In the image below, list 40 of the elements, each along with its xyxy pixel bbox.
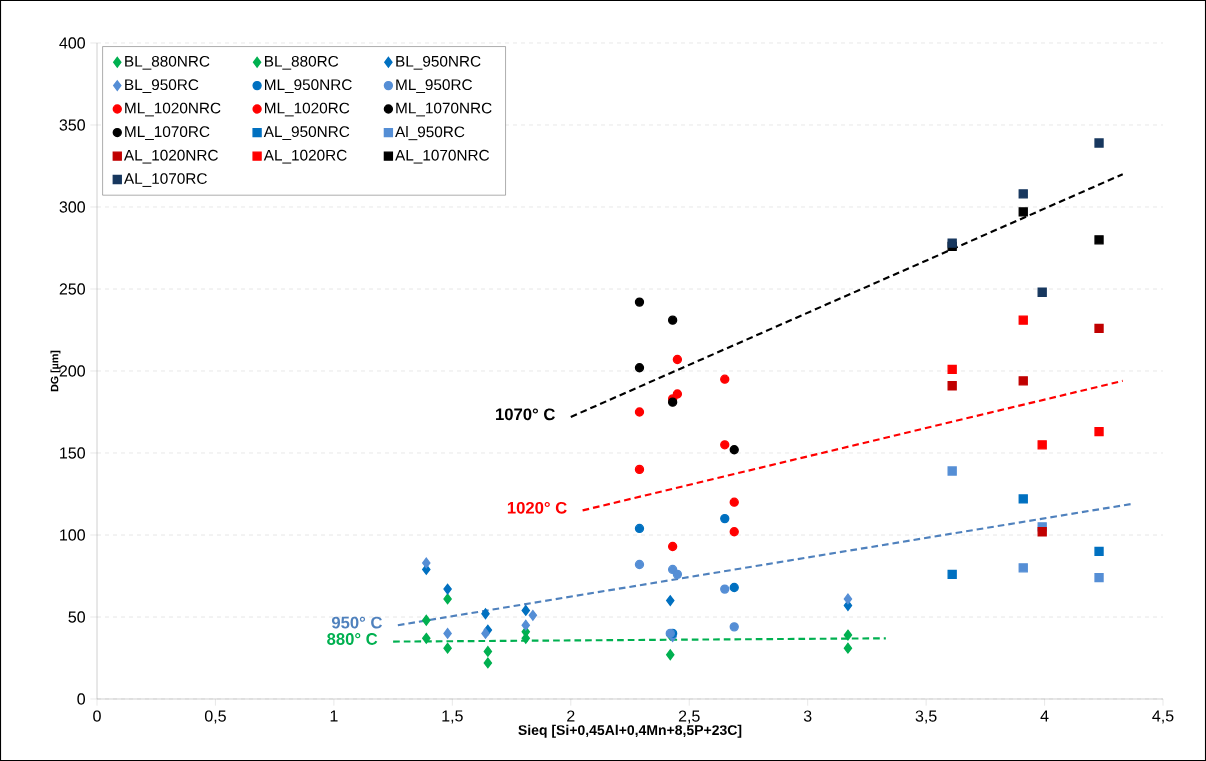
y-tick-label: 250 — [59, 283, 85, 295]
y-tick-label: 0 — [77, 693, 86, 705]
x-tick-label: 4,5 — [1152, 710, 1174, 724]
x-tick-label: 1,5 — [442, 710, 463, 724]
y-tick-label: 50 — [68, 611, 85, 623]
x-tick-label: 4 — [1040, 710, 1049, 722]
legend-label: BL_950NRC — [396, 55, 481, 70]
legend-label: ML_1020NRC — [125, 102, 221, 117]
y-tick-label: 350 — [59, 119, 85, 131]
legend-label: ML_950NRC — [265, 79, 352, 94]
legend-label: AL_1070NRC — [395, 149, 490, 164]
y-tick-label: 150 — [60, 447, 85, 459]
x-tick-label: 3,5 — [915, 710, 937, 724]
y-tick-label: 100 — [60, 529, 85, 541]
x-axis-title: Sieq [Si+0,45Al+0,4Mn+8,5P+23C] — [518, 724, 742, 738]
y-tick-label: 300 — [59, 201, 85, 213]
x-tick-label: 1 — [330, 710, 338, 722]
legend-label: ML_1070RC — [125, 126, 210, 140]
legend-label: BL_880NRC — [125, 55, 210, 70]
x-tick-label: 2 — [567, 710, 575, 722]
legend-label: BL_950RC — [125, 79, 199, 94]
legend-label: Al_950RC — [395, 126, 465, 141]
legend-label: BL_880RC — [265, 55, 339, 70]
legend-label: AL_950NRC — [263, 126, 350, 140]
y-tick-label: 200 — [59, 365, 85, 377]
legend-label: AL_1020NRC — [123, 149, 218, 164]
legend-label: ML_1020RC — [265, 102, 350, 117]
x-tick-label: 0 — [93, 710, 101, 722]
legend-label: ML_1070NRC — [396, 102, 492, 117]
x-tick-label: 0,5 — [204, 710, 226, 724]
annotation: 950° C — [331, 616, 382, 629]
y-tick-label: 400 — [59, 37, 85, 49]
annotation: 1070° C — [496, 408, 555, 421]
annotation: 1020° C — [507, 501, 567, 514]
legend-label: AL_1020RC — [263, 149, 347, 164]
x-tick-label: 2,5 — [678, 710, 700, 724]
x-tick-label: 3 — [803, 710, 812, 722]
legend-label: ML_950RC — [396, 79, 472, 94]
legend-label: AL_1070RC — [123, 173, 207, 187]
annotation: 880° C — [327, 633, 378, 645]
